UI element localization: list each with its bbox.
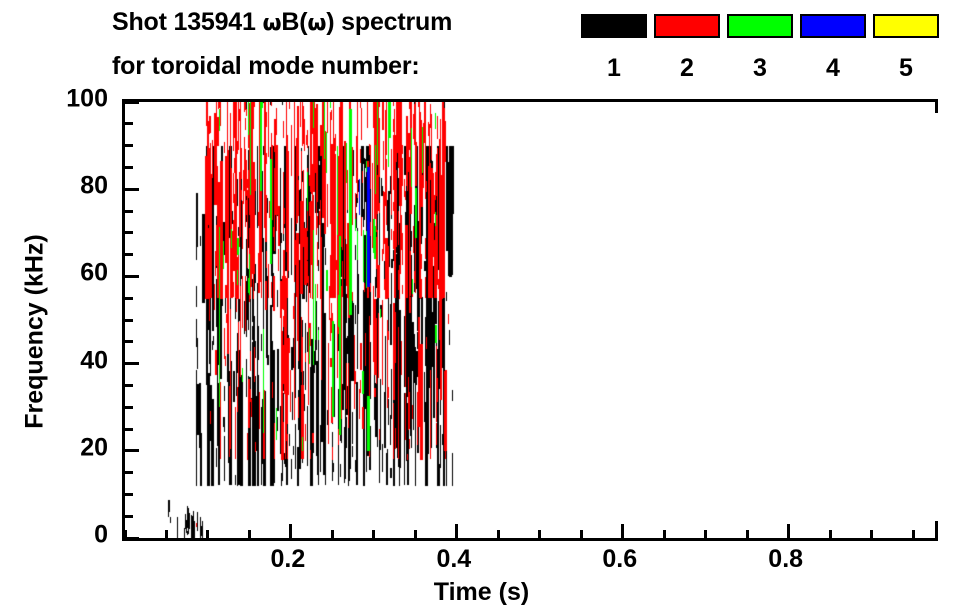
y-tick-label: 80 <box>80 171 108 200</box>
legend-label-1: 1 <box>607 54 621 82</box>
x-major-tick <box>787 524 791 538</box>
y-minor-tick <box>125 209 133 213</box>
title-b-text: B( <box>281 8 308 36</box>
y-minor-tick <box>125 383 133 387</box>
x-tick-label: 0.4 <box>436 545 472 573</box>
x-minor-tick <box>247 530 251 538</box>
x-major-tick <box>455 524 459 538</box>
y-major-tick <box>125 274 139 278</box>
figure-title-line-1: Shot 135941 ωB(ω) spectrum <box>112 8 452 37</box>
y-major-tick <box>125 449 139 453</box>
x-minor-tick <box>662 530 666 538</box>
x-minor-tick <box>911 530 915 538</box>
omega-glyph-1: ω <box>262 11 282 36</box>
legend-swatch-4 <box>800 14 866 38</box>
y-tick-label: 40 <box>80 346 108 375</box>
x-minor-tick <box>745 530 749 538</box>
y-major-tick <box>125 100 139 104</box>
x-minor-tick <box>870 530 874 538</box>
x-tick-label: 0.8 <box>768 545 804 573</box>
y-tick-label: 100 <box>66 84 108 113</box>
y-tick-label: 0 <box>94 520 108 549</box>
y-minor-tick <box>125 318 133 322</box>
x-minor-tick <box>123 530 127 538</box>
x-minor-tick <box>538 530 542 538</box>
x-minor-tick <box>372 530 376 538</box>
legend-swatch-1 <box>581 14 647 38</box>
y-minor-tick <box>125 231 133 235</box>
y-axis-title: Frequency (kHz) <box>20 234 49 429</box>
y-major-tick <box>125 536 139 540</box>
y-minor-tick <box>125 340 133 344</box>
x-minor-tick <box>828 530 832 538</box>
x-major-tick <box>621 524 625 538</box>
title-spectrum-text: ) spectrum <box>326 8 453 36</box>
x-axis-title: Time (s) <box>433 578 530 606</box>
x-tick-label: 0.6 <box>602 545 638 573</box>
plot-frame-right-edge-top <box>935 99 938 113</box>
y-major-tick <box>125 362 139 366</box>
y-minor-tick <box>125 514 133 518</box>
omega-glyph-2: ω <box>307 11 327 36</box>
x-minor-tick <box>496 530 500 538</box>
plot-frame <box>122 99 938 541</box>
legend-label-2: 2 <box>680 54 694 82</box>
x-major-tick <box>289 524 293 538</box>
legend-label-5: 5 <box>899 54 913 82</box>
y-minor-tick <box>125 165 133 169</box>
x-minor-tick <box>579 530 583 538</box>
x-tick-label: 0.2 <box>270 545 306 573</box>
y-minor-tick <box>125 471 133 475</box>
x-minor-tick <box>164 530 168 538</box>
legend-swatch-2 <box>654 14 720 38</box>
y-minor-tick <box>125 144 133 148</box>
plot-frame-right-edge-bottom <box>935 521 938 538</box>
legend-swatch-5 <box>873 14 939 38</box>
y-minor-tick <box>125 296 133 300</box>
x-minor-tick <box>330 530 334 538</box>
y-minor-tick <box>125 122 133 126</box>
y-minor-tick <box>125 405 133 409</box>
y-minor-tick <box>125 492 133 496</box>
y-minor-tick <box>125 253 133 257</box>
legend-label-3: 3 <box>753 54 767 82</box>
legend-label-4: 4 <box>826 54 840 82</box>
title-shot-text: Shot 135941 <box>112 8 263 36</box>
x-minor-tick <box>704 530 708 538</box>
y-tick-label: 20 <box>80 433 108 462</box>
y-tick-label: 60 <box>80 258 108 287</box>
x-minor-tick <box>413 530 417 538</box>
x-minor-tick <box>206 530 210 538</box>
spectrogram-canvas <box>125 102 938 538</box>
y-minor-tick <box>125 427 133 431</box>
legend-swatch-3 <box>727 14 793 38</box>
y-major-tick <box>125 187 139 191</box>
figure-title-line-2: for toroidal mode number: <box>112 52 420 80</box>
